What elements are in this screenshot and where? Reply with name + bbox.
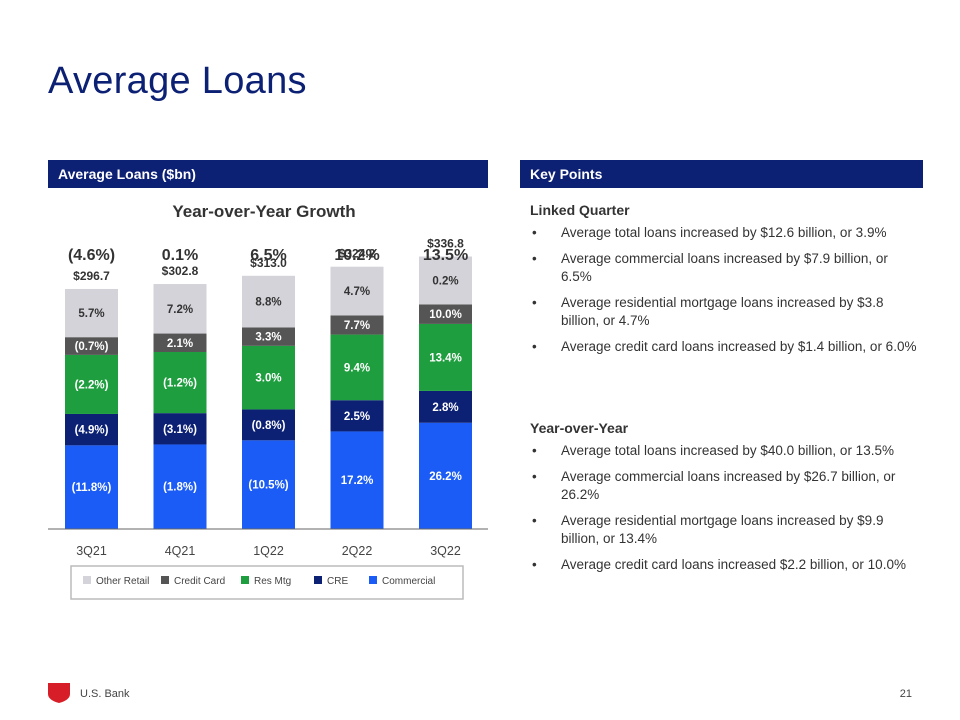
linked-quarter-bullet: Average total loans increased by $12.6 b…	[530, 224, 920, 242]
segment-label: 5.7%	[78, 308, 104, 320]
segment-label: (0.7%)	[75, 341, 109, 353]
year-over-year-bullet: Average residential mortgage loans incre…	[530, 512, 920, 548]
total-label: $324.2	[339, 247, 376, 261]
segment-label: 2.1%	[167, 338, 193, 350]
growth-label: 0.1%	[162, 247, 198, 264]
bar-segment-res-mtg	[153, 351, 207, 414]
segment-label: 3.3%	[255, 332, 281, 344]
segment-label: 4.7%	[344, 286, 370, 298]
bar-segment-credit-card	[65, 337, 118, 355]
bar-segment-commercial	[65, 445, 118, 529]
bar-segment-res-mtg	[330, 334, 384, 401]
segment-label: 10.0%	[429, 309, 462, 321]
total-label: $302.8	[162, 264, 199, 278]
x-tick-label: 2Q22	[342, 544, 373, 558]
segment-label: (1.8%)	[163, 482, 197, 494]
year-over-year-bullet: Average total loans increased by $40.0 b…	[530, 442, 920, 460]
segment-label: 0.2%	[432, 275, 458, 287]
year-over-year-section: Year-over-Year Average total loans incre…	[530, 420, 920, 582]
segment-label: (4.9%)	[75, 425, 109, 437]
legend-swatch	[314, 576, 322, 584]
total-label: $336.8	[427, 237, 464, 251]
bar-segment-commercial	[419, 422, 472, 529]
legend-swatch	[369, 576, 377, 584]
segment-label: (3.1%)	[163, 424, 197, 436]
segment-label: 8.8%	[255, 297, 281, 309]
legend: Other Retail Credit Card Res Mtg CRE Commerc…	[70, 565, 464, 600]
growth-label: 6.5%	[250, 247, 286, 264]
bar-segment-res-mtg	[65, 354, 118, 414]
bar-segment-cre	[242, 409, 295, 441]
bar-segment-res-mtg	[242, 345, 295, 410]
chart-panel-header: Average Loans ($bn)	[48, 160, 488, 188]
segment-label: 2.8%	[432, 402, 458, 414]
legend-swatch	[241, 576, 249, 584]
bar-segment-other-retail	[330, 266, 384, 316]
linked-quarter-bullet: Average residential mortgage loans incre…	[530, 294, 920, 330]
linked-quarter-heading: Linked Quarter	[530, 202, 630, 218]
legend-label: Other Retail	[96, 576, 149, 587]
segment-label: 9.4%	[344, 362, 370, 374]
bar-segment-credit-card	[242, 327, 295, 346]
growth-label: 13.5%	[423, 247, 468, 264]
x-tick-label: 1Q22	[253, 544, 284, 558]
bar-segment-credit-card	[153, 333, 207, 352]
legend-swatch	[83, 576, 91, 584]
total-label: $313.0	[250, 256, 287, 270]
chart-title: Year-over-Year Growth	[172, 202, 355, 221]
linked-quarter-bullet: Average commercial loans increased by $7…	[530, 250, 920, 286]
segment-label: (1.2%)	[163, 378, 197, 390]
segment-label: 7.2%	[167, 304, 193, 316]
segment-label: (11.8%)	[72, 482, 112, 494]
page-number: 21	[899, 688, 912, 700]
segment-label: 13.4%	[429, 352, 462, 364]
segment-label: (2.2%)	[75, 379, 109, 391]
segment-label: 7.7%	[344, 320, 370, 332]
year-over-year-bullet: Average credit card loans increased $2.2…	[530, 556, 920, 574]
bar-segment-credit-card	[330, 315, 384, 335]
us-bank-shield-icon	[48, 683, 70, 703]
total-label: $296.7	[73, 269, 110, 283]
bar-segment-cre	[330, 400, 384, 432]
growth-label: (4.6%)	[68, 247, 115, 264]
page-title: Average Loans	[48, 60, 307, 102]
bar-segment-commercial	[330, 431, 384, 529]
bar-segment-res-mtg	[419, 323, 472, 391]
linked-quarter-section: Linked Quarter Average total loans incre…	[530, 202, 920, 364]
x-axis-ticks: 3Q21 4Q21 1Q22 2Q22 3Q22	[76, 544, 461, 558]
bar-segment-other-retail	[65, 288, 118, 338]
segment-label: (10.5%)	[248, 480, 288, 492]
bar-segment-commercial	[242, 440, 295, 529]
linked-quarter-bullet: Average credit card loans increased by $…	[530, 338, 920, 356]
bar-segment-other-retail	[153, 284, 207, 334]
bar-segment-commercial	[153, 444, 207, 529]
bar-segment-cre	[419, 390, 472, 423]
growth-label: 10.2%	[334, 247, 379, 264]
x-tick-label: 3Q22	[430, 544, 461, 558]
brand-name: U.S. Bank	[80, 688, 130, 700]
bar-segment-cre	[153, 413, 207, 445]
key-points-header: Key Points	[520, 160, 923, 188]
year-over-year-heading: Year-over-Year	[530, 420, 629, 436]
legend-label: Commercial	[382, 576, 435, 587]
segment-label: 26.2%	[429, 471, 462, 483]
bar-segment-credit-card	[419, 304, 472, 324]
segment-label: 3.0%	[255, 373, 281, 385]
bar-segment-other-retail	[242, 275, 295, 328]
legend-label: Credit Card	[174, 576, 225, 587]
bar-segment-other-retail	[419, 256, 472, 305]
segment-label: (0.8%)	[252, 420, 286, 432]
year-over-year-bullet: Average commercial loans increased by $2…	[530, 468, 920, 504]
x-tick-label: 3Q21	[76, 544, 107, 558]
x-tick-label: 4Q21	[165, 544, 196, 558]
bar-segment-cre	[65, 413, 118, 446]
bar-group: (11.8%) (4.9%) (2.2%) (0.7%) 5.7% $296.7 (4.6%…	[65, 237, 472, 529]
legend-label: CRE	[327, 576, 348, 587]
legend-label: Res Mtg	[254, 576, 291, 587]
legend-swatch	[161, 576, 169, 584]
loans-chart: Year-over-Year Growth (11.8%) (4.9%) (2.2%…	[48, 202, 488, 600]
segment-label: 2.5%	[344, 411, 370, 423]
segment-label: 17.2%	[341, 475, 374, 487]
legend-box	[70, 565, 464, 600]
